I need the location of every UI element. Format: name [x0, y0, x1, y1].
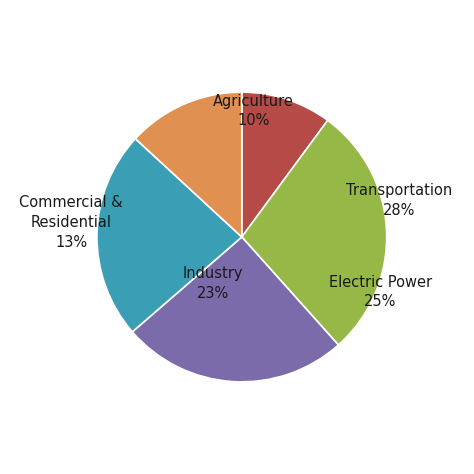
Text: Agriculture
10%: Agriculture 10% — [213, 93, 294, 128]
Text: Industry
23%: Industry 23% — [182, 266, 243, 301]
Text: Commercial &
Residential
13%: Commercial & Residential 13% — [19, 195, 123, 250]
Wedge shape — [132, 237, 338, 382]
Text: Electric Power
25%: Electric Power 25% — [329, 274, 432, 310]
Wedge shape — [97, 139, 242, 332]
Wedge shape — [136, 92, 242, 237]
Wedge shape — [242, 120, 387, 345]
Text: Transportation
28%: Transportation 28% — [346, 183, 452, 218]
Wedge shape — [242, 92, 328, 237]
